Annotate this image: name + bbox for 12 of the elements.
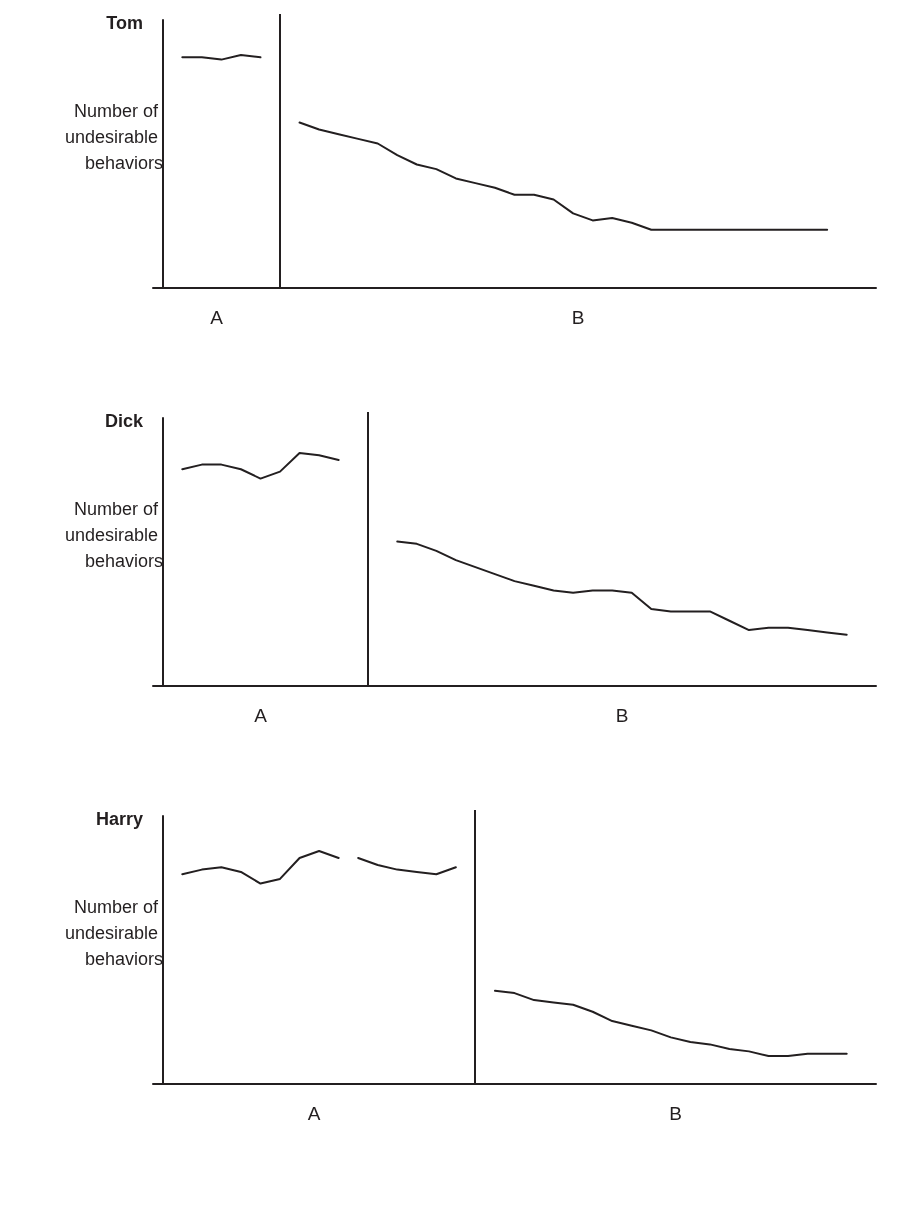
chart-title: Tom	[106, 13, 143, 33]
y-axis-title: Number of undesirable behaviors	[64, 897, 163, 969]
y-axis-title: Number of undesirable behaviors	[64, 499, 163, 571]
text: B	[669, 1103, 683, 1124]
text: B	[571, 307, 585, 328]
text: B	[615, 705, 629, 726]
y-axis-title: Number of undesirable behaviors	[64, 101, 163, 173]
chart-title: Harry	[95, 809, 143, 829]
chart-title: Dick	[104, 411, 144, 431]
text: A	[307, 1103, 321, 1124]
text: A	[254, 705, 268, 726]
text: A	[210, 307, 224, 328]
